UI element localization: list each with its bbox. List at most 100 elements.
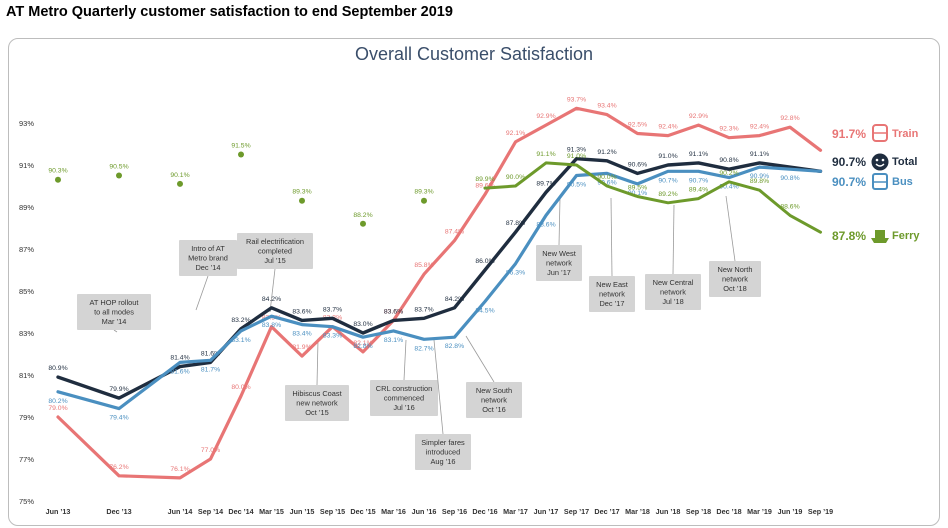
total-data-label: 89.7% <box>536 180 555 187</box>
annotation-text: network <box>660 288 686 297</box>
annotation-text: Metro brand <box>188 254 228 263</box>
x-tick-label: Jun ’14 <box>168 507 193 516</box>
annotation-text: New North <box>718 265 753 274</box>
y-tick-label: 89% <box>19 203 34 212</box>
smiley-icon-eye <box>881 158 885 162</box>
ferry-icon-cabin <box>875 230 885 238</box>
annotation-text: Jul ’15 <box>264 256 285 265</box>
total-data-label: 84.2% <box>445 296 464 303</box>
train-data-label: 92.1% <box>506 130 525 137</box>
ferry-data-label: 90.0% <box>597 174 616 181</box>
total-data-label: 91.0% <box>658 153 677 160</box>
annotation-box <box>415 434 471 470</box>
ferry-point <box>116 172 122 179</box>
bus-line <box>56 165 823 411</box>
annotation-box <box>77 294 151 330</box>
annotation-box <box>536 245 582 281</box>
end-value-train: 91.7% <box>832 127 866 141</box>
total-data-label: 79.9% <box>109 386 128 393</box>
total-data-label: 86.0% <box>475 258 494 265</box>
x-tick-label: Dec ’13 <box>106 507 131 516</box>
smiley-icon-eye <box>875 158 879 162</box>
train-data-label: 81.9% <box>292 344 311 351</box>
annotation-box <box>237 233 313 269</box>
ferry-point <box>299 197 305 204</box>
train-data-label: 92.9% <box>689 113 708 120</box>
bus-data-label: 83.1% <box>231 337 250 344</box>
ferry-data-label: 89.3% <box>292 189 311 196</box>
bus-data-label: 86.3% <box>506 270 525 277</box>
train-data-label: 83.3% <box>262 315 281 322</box>
annotation-text: New Central <box>653 278 694 287</box>
ferry-data-label: 89.3% <box>414 189 433 196</box>
bus-data-label: 81.6% <box>170 368 189 375</box>
total-data-label: 90.8% <box>719 157 738 164</box>
ferry-data-label: 89.4% <box>689 187 708 194</box>
y-tick-label: 85% <box>19 287 34 296</box>
train-data-label: 85.8% <box>414 262 433 269</box>
bus-data-label: 83.8% <box>262 322 281 329</box>
x-tick-label: Mar ’16 <box>381 507 406 516</box>
annotation-text: Oct ’16 <box>482 405 505 414</box>
train-data-label: 93.4% <box>597 103 616 110</box>
bus-data-label: 83.3% <box>323 333 342 340</box>
x-tick-label: Sep ’14 <box>198 507 223 516</box>
ferry-data-label: 91.0% <box>567 153 586 160</box>
total-data-label: 87.8% <box>506 220 525 227</box>
x-tick-label: Jun ’17 <box>534 507 559 516</box>
train-data-label: 80.0% <box>231 384 250 391</box>
total-data-label: 83.6% <box>384 308 403 315</box>
annotation-text: CRL construction <box>376 384 432 393</box>
annotation-text: Aug ’16 <box>430 457 455 466</box>
total-data-label: 91.1% <box>689 151 708 158</box>
annotation-leader-line <box>113 329 118 333</box>
annotation-leader-line <box>269 268 276 313</box>
train-data-label: 82.1% <box>353 340 372 347</box>
bus-data-label: 82.7% <box>414 345 433 352</box>
smiley-icon-mouth <box>875 163 885 167</box>
x-tick-label: Jun ’19 <box>778 507 803 516</box>
total-data-label: 84.2% <box>262 296 281 303</box>
ferry-data-label: 89.8% <box>750 178 769 185</box>
ferry-data-label: 90.3% <box>48 168 67 175</box>
annotation-leader-line <box>465 335 495 383</box>
total-data-label: 83.6% <box>292 308 311 315</box>
annotation-text: Oct ’15 <box>305 408 328 417</box>
annotation-text: Intro of AT <box>191 244 225 253</box>
train-data-label: 92.8% <box>780 115 799 122</box>
x-tick-label: Sep ’16 <box>442 507 467 516</box>
y-tick-label: 87% <box>19 245 34 254</box>
train-line <box>56 106 823 480</box>
y-tick-label: 83% <box>19 329 34 338</box>
annotation-text: to all modes <box>94 308 134 317</box>
annotation-text: Jun ’17 <box>547 268 571 277</box>
ferry-point <box>421 197 427 204</box>
x-tick-label: Dec ’14 <box>228 507 253 516</box>
ferry-point <box>238 151 244 158</box>
ferry-data-label: 90.5% <box>109 164 128 171</box>
annotation-text: new network <box>296 399 338 408</box>
bus-data-label: 80.2% <box>48 398 67 405</box>
train-data-label: 83.6% <box>384 308 403 315</box>
total-data-label: 83.7% <box>414 306 433 313</box>
y-tick-label: 91% <box>19 161 34 170</box>
annotation-leader-line <box>725 195 736 262</box>
bus-data-label: 90.9% <box>750 173 769 180</box>
x-tick-label: Mar ’17 <box>503 507 528 516</box>
annotation-text: commenced <box>384 394 424 403</box>
end-name-total: Total <box>892 156 917 168</box>
ferry-data-label: 91.5% <box>231 143 250 150</box>
annotation-text: Jul ’18 <box>662 297 683 306</box>
y-tick-label: 81% <box>19 371 34 380</box>
annotation-box <box>285 385 349 421</box>
bus-data-label: 83.4% <box>292 331 311 338</box>
bus-data-label: 88.6% <box>536 221 555 228</box>
ferry-data-label: 90.0% <box>506 174 525 181</box>
x-tick-label: Jun ’18 <box>656 507 681 516</box>
train-data-label: 92.3% <box>719 126 738 133</box>
annotation-leader-line <box>316 339 319 386</box>
chart-title: Overall Customer Satisfaction <box>354 44 594 64</box>
ferry-line <box>483 161 822 234</box>
annotation-box <box>709 261 761 297</box>
x-tick-label: Sep ’17 <box>564 507 589 516</box>
